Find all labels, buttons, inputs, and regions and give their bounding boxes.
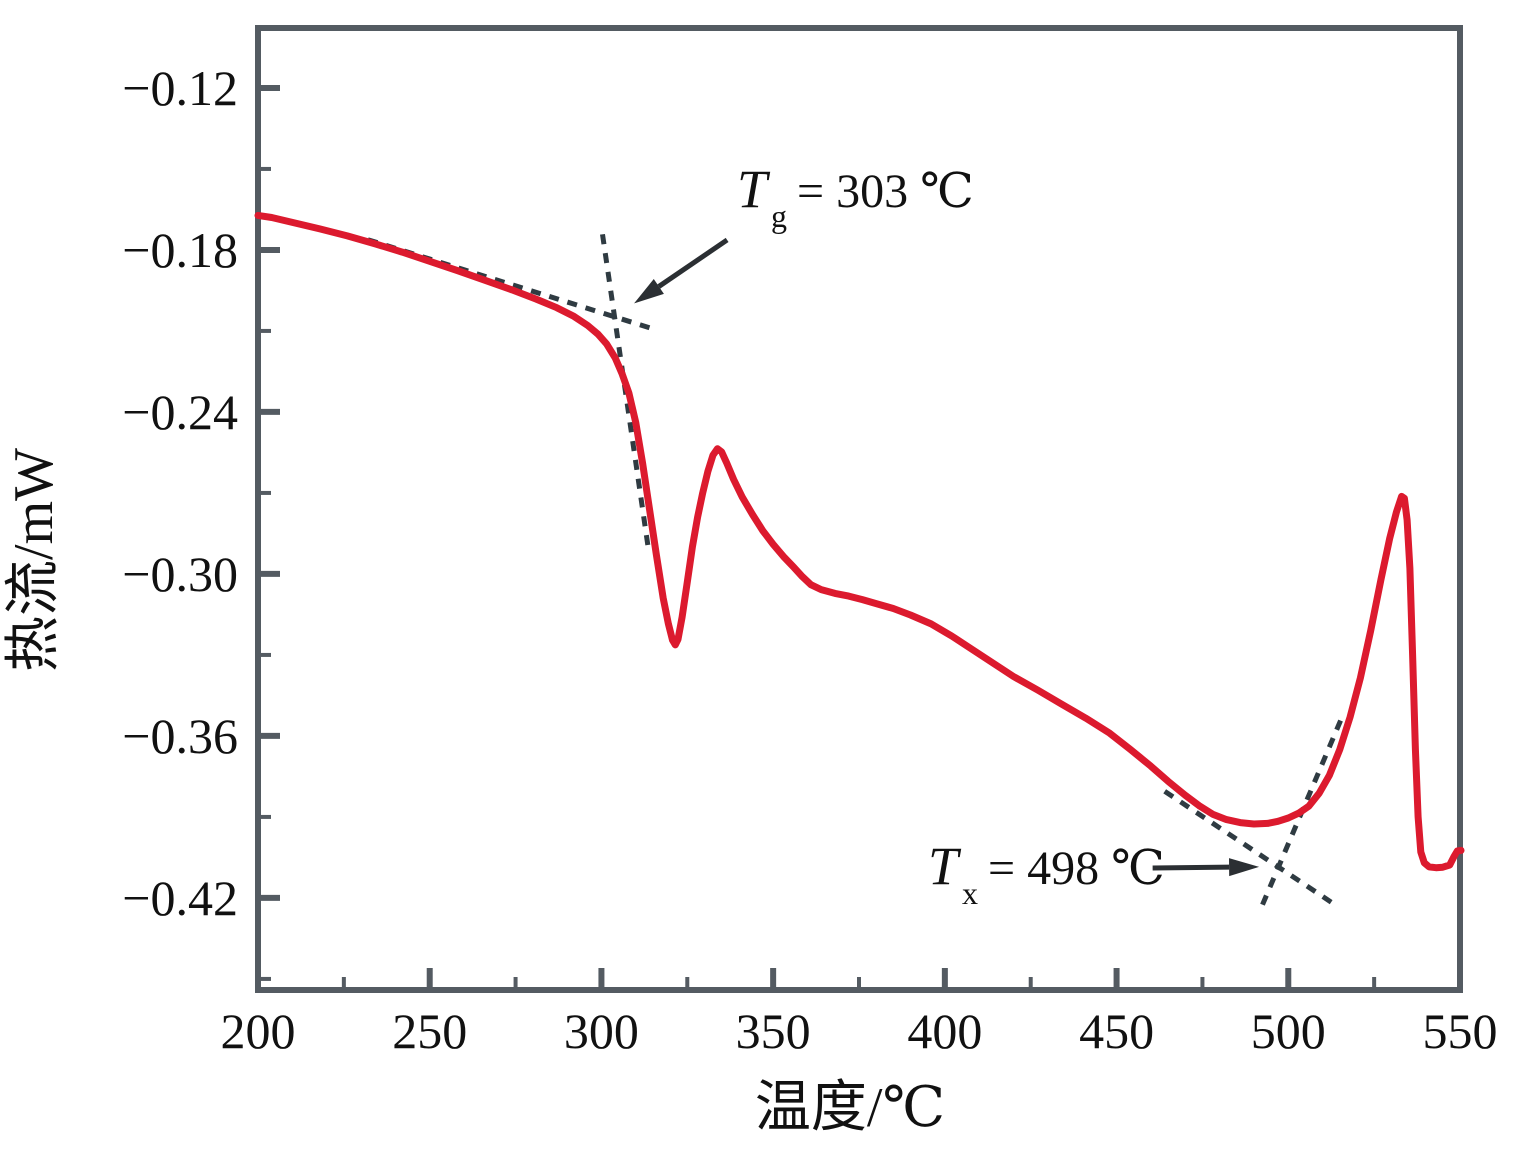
tx-annotation: T x = 498 ℃ [928,836,1165,911]
tx-subscript: x [962,875,978,911]
tg-annotation: T g = 303 ℃ [737,159,974,234]
y-axis-ticks [258,84,280,981]
x-axis-ticks [255,968,1463,990]
x-tick-label: 450 [1079,1003,1154,1059]
y-tick-label: −0.30 [122,546,238,602]
y-tick-label: −0.36 [122,708,238,764]
tx-equation: = 498 ℃ [988,842,1165,895]
x-tick-label: 400 [907,1003,982,1059]
x-tick-label: 500 [1251,1003,1326,1059]
dsc-curve [254,211,1465,872]
y-axis-tick-labels: −0.12 −0.18 −0.24 −0.30 −0.36 −0.42 [122,60,238,926]
tg-symbol: T [737,159,771,219]
tg-equation: = 303 ℃ [797,165,974,218]
y-tick-label: −0.42 [122,870,238,926]
tx-arrow [1152,858,1260,877]
y-tick-label: −0.24 [122,384,238,440]
arrow-head [634,279,664,304]
x-tick-label: 550 [1423,1003,1498,1059]
arrow-shaft [657,237,729,289]
x-tick-label: 350 [736,1003,811,1059]
x-axis-title: 温度/℃ [755,1077,945,1139]
y-tick-label: −0.18 [122,222,238,278]
arrow-head [1229,858,1260,877]
arrow-shaft [1152,864,1230,871]
x-tick-label: 250 [392,1003,467,1059]
tg-baseline-tangent-dashed-line [367,237,654,332]
y-tick-label: −0.12 [122,60,238,116]
tx-baseline-tangent-dashed-line [1163,789,1335,906]
tg-arrow [634,237,729,304]
x-axis-tick-labels: 200 250 300 350 400 450 500 550 [221,1003,1498,1059]
x-tick-label: 300 [564,1003,639,1059]
y-axis-title: 热流/mW [3,448,65,672]
tx-symbol: T [928,836,962,896]
x-tick-label: 200 [221,1003,296,1059]
tg-subscript: g [771,198,787,234]
